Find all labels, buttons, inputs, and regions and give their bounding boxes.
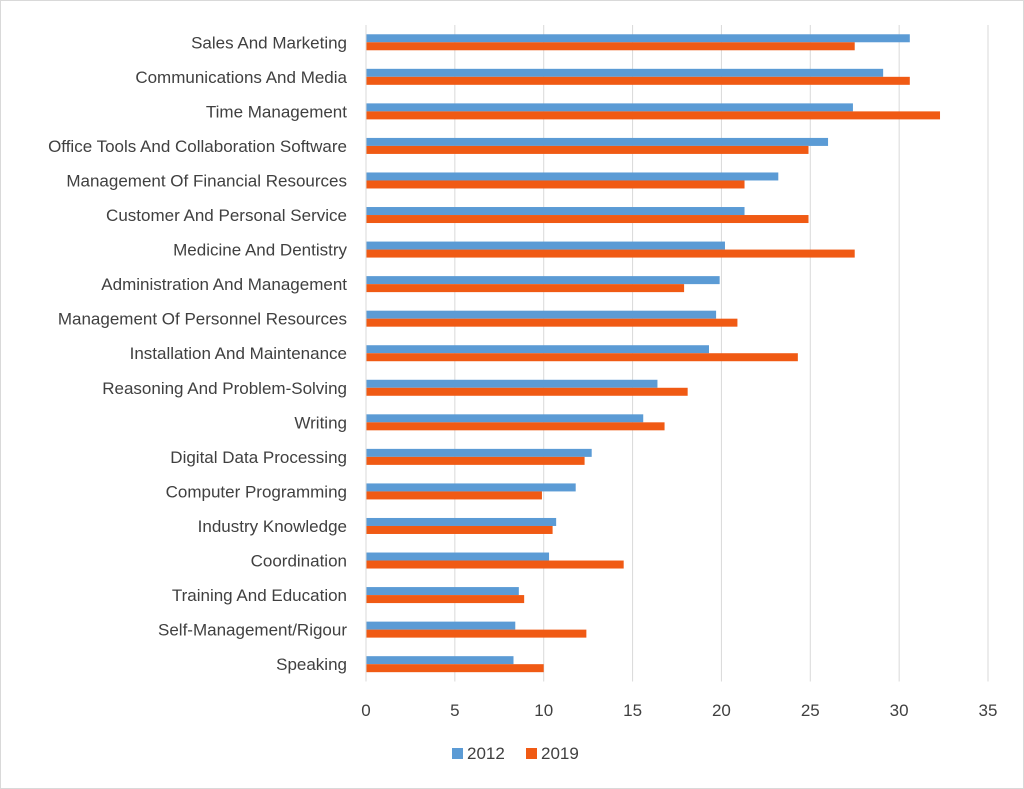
bar-2019	[366, 595, 525, 604]
category-label: Coordination	[251, 552, 347, 571]
legend-label-2019: 2019	[541, 744, 579, 763]
bar-2012	[366, 68, 884, 77]
bar-2012	[366, 621, 516, 630]
category-label: Installation And Maintenance	[130, 344, 347, 363]
category-label: Administration And Management	[101, 275, 347, 294]
x-tick-label: 5	[450, 701, 459, 720]
x-tick-label: 35	[979, 701, 998, 720]
bar-2012	[366, 34, 910, 43]
category-label: Medicine And Dentistry	[173, 241, 347, 260]
category-label: Training And Education	[172, 586, 347, 605]
bar-2019	[366, 76, 910, 85]
category-label: Computer Programming	[166, 482, 347, 501]
x-tick-label: 20	[712, 701, 731, 720]
bars	[366, 34, 941, 673]
category-label: Writing	[294, 413, 347, 432]
bar-2012	[366, 207, 745, 216]
category-label: Management Of Personnel Resources	[58, 310, 347, 329]
category-label: Industry Knowledge	[198, 517, 347, 536]
bar-2019	[366, 387, 688, 396]
bar-2019	[366, 145, 809, 154]
legend-swatch-2012	[452, 748, 463, 759]
bar-2012	[366, 379, 658, 388]
bar-2012	[366, 448, 592, 457]
category-label: Self-Management/Rigour	[158, 621, 347, 640]
bar-2019	[366, 318, 738, 327]
x-tick-label: 25	[801, 701, 820, 720]
bar-2019	[366, 456, 585, 465]
bar-2019	[366, 629, 587, 638]
bar-2012	[366, 414, 644, 423]
bar-2012	[366, 137, 829, 146]
bar-2019	[366, 180, 745, 189]
category-label: Office Tools And Collaboration Software	[48, 137, 347, 156]
category-label: Management Of Financial Resources	[66, 171, 347, 190]
bar-2019	[366, 42, 855, 51]
x-tick-label: 30	[890, 701, 909, 720]
category-label: Sales And Marketing	[191, 33, 347, 52]
bar-2019	[366, 249, 855, 258]
gridlines	[454, 25, 989, 682]
category-label: Communications And Media	[135, 68, 347, 87]
bar-2012	[366, 483, 576, 492]
x-tick-label: 15	[623, 701, 642, 720]
bar-2012	[366, 276, 720, 285]
category-labels: Sales And Marketing Communications And Me…	[48, 33, 347, 674]
bar-2019	[366, 422, 665, 431]
bar-2019	[366, 215, 809, 224]
bar-2012	[366, 241, 725, 250]
bar-2019	[366, 353, 798, 362]
bar-2012	[366, 103, 853, 112]
bar-2012	[366, 517, 557, 526]
bar-2019	[366, 664, 544, 673]
x-tick-label: 10	[534, 701, 553, 720]
bar-2012	[366, 552, 550, 561]
bar-2012	[366, 310, 717, 319]
x-tick-labels: 0 5 10 15 20 25 30 35	[361, 701, 997, 720]
bar-2012	[366, 172, 779, 181]
x-tick-label: 0	[361, 701, 370, 720]
legend-label-2012: 2012	[467, 744, 505, 763]
bar-2012	[366, 656, 514, 665]
bar-2019	[366, 560, 624, 569]
category-label: Digital Data Processing	[170, 448, 347, 467]
category-label: Customer And Personal Service	[106, 206, 347, 225]
bar-2019	[366, 491, 542, 500]
bar-2019	[366, 525, 553, 534]
bar-2019	[366, 111, 941, 120]
legend: 2012 2019	[452, 744, 579, 763]
category-label: Reasoning And Problem-Solving	[102, 379, 347, 398]
bar-2019	[366, 284, 685, 293]
legend-swatch-2019	[526, 748, 537, 759]
category-label: Time Management	[206, 102, 347, 121]
bar-2012	[366, 587, 519, 596]
category-label: Speaking	[276, 655, 347, 674]
bar-2012	[366, 345, 709, 354]
